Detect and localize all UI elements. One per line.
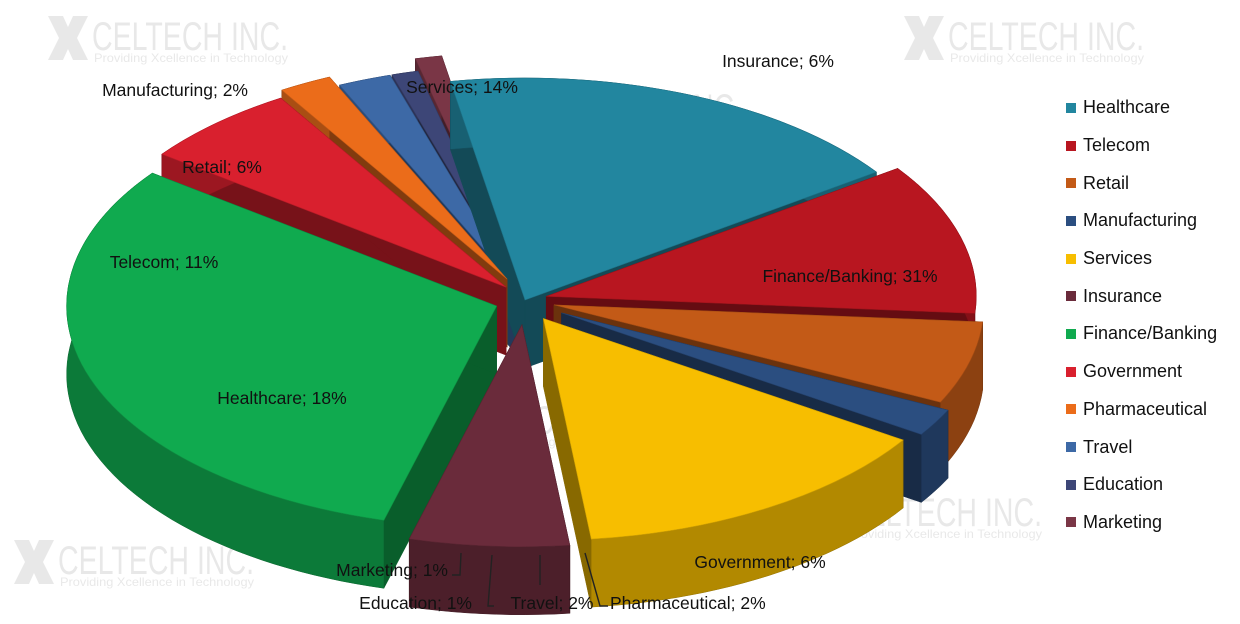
legend-label: Services <box>1083 248 1153 269</box>
legend-label: Marketing <box>1083 511 1163 532</box>
watermark-logo: CELTECH INC.Providing Xcellence in Techn… <box>904 15 1144 65</box>
watermark-tagline: Providing Xcellence in Technology <box>950 51 1144 65</box>
legend-swatch <box>1066 479 1076 490</box>
data-label-insurance: Insurance; 6% <box>722 51 834 71</box>
legend-swatch <box>1066 215 1076 226</box>
legend-item-government: Government <box>1066 353 1217 391</box>
legend-swatch <box>1066 517 1076 528</box>
leader-line-education <box>487 554 494 607</box>
data-label-marketing: Marketing; 1% <box>336 560 448 580</box>
watermark-logo: CELTECH INC.Providing Xcellence in Techn… <box>48 15 288 65</box>
data-label-manufacturing: Manufacturing; 2% <box>102 80 248 100</box>
data-label-travel: Travel; 2% <box>511 593 594 613</box>
data-label-telecom: Telecom; 11% <box>110 252 219 272</box>
data-label-healthcare: Healthcare; 18% <box>217 388 346 408</box>
data-label-retail: Retail; 6% <box>182 157 262 177</box>
data-label-education: Education; 1% <box>359 593 472 613</box>
legend-label: Telecom <box>1083 135 1151 156</box>
legend-item-healthcare: Healthcare <box>1066 89 1217 127</box>
legend-item-manufacturing: Manufacturing <box>1066 202 1217 240</box>
legend-item-pharmaceutical: Pharmaceutical <box>1066 391 1217 429</box>
watermark-name: CELTECH INC. <box>948 15 1144 59</box>
legend-label: Travel <box>1083 436 1133 457</box>
slice-finance-banking <box>66 172 498 589</box>
watermark-name: CELTECH INC. <box>58 539 254 583</box>
legend-label: Healthcare <box>1083 97 1171 118</box>
legend-item-retail: Retail <box>1066 164 1217 202</box>
legend-item-insurance: Insurance <box>1066 277 1217 315</box>
watermark-name: CELTECH INC. <box>92 15 288 59</box>
slice-insurance <box>408 323 571 615</box>
legend-label: Retail <box>1083 172 1130 193</box>
legend-item-marketing: Marketing <box>1066 504 1217 542</box>
watermark-logo: CELTECH INC.Providing Xcellence in Techn… <box>14 539 254 589</box>
legend-swatch <box>1066 291 1076 302</box>
legend-swatch <box>1066 140 1076 151</box>
legend-item-telecom: Telecom <box>1066 127 1217 165</box>
legend-label: Pharmaceutical <box>1083 398 1208 419</box>
legend-swatch <box>1066 442 1076 453</box>
watermark-tagline: Providing Xcellence in Technology <box>60 575 254 589</box>
legend-swatch <box>1066 328 1076 339</box>
legend-item-services: Services <box>1066 240 1217 278</box>
legend-item-finance-banking: Finance/Banking <box>1066 315 1217 353</box>
legend-swatch <box>1066 178 1076 189</box>
watermark-tagline: Providing Xcellence in Technology <box>848 527 1042 541</box>
data-label-government: Government; 6% <box>694 552 825 572</box>
legend-label: Finance/Banking <box>1083 323 1218 344</box>
legend-label: Insurance <box>1083 285 1163 306</box>
legend-item-travel: Travel <box>1066 428 1217 466</box>
legend-label: Manufacturing <box>1083 210 1198 231</box>
legend-label: Government <box>1083 361 1183 382</box>
pie-slices <box>66 55 984 615</box>
legend-swatch <box>1066 253 1076 264</box>
leader-line-pharmaceutical <box>584 552 608 607</box>
data-label-services: Services; 14% <box>406 77 518 97</box>
data-label-pharmaceutical: Pharmaceutical; 2% <box>610 593 766 613</box>
legend-swatch <box>1066 366 1076 377</box>
legend-swatch <box>1066 102 1076 113</box>
data-label-finance-banking: Finance/Banking; 31% <box>762 266 937 286</box>
legend-label: Education <box>1083 474 1164 495</box>
watermark-tagline: Providing Xcellence in Technology <box>94 51 288 65</box>
legend-item-education: Education <box>1066 466 1217 504</box>
chart-legend: Healthcare Telecom Retail Manufacturing Serv… <box>1066 89 1217 541</box>
data-labels: Healthcare; 18% Telecom; 11% Retail; 6% Man… <box>102 51 937 613</box>
legend-swatch <box>1066 404 1076 415</box>
leader-line-marketing <box>452 552 462 576</box>
slice-services <box>542 318 904 608</box>
